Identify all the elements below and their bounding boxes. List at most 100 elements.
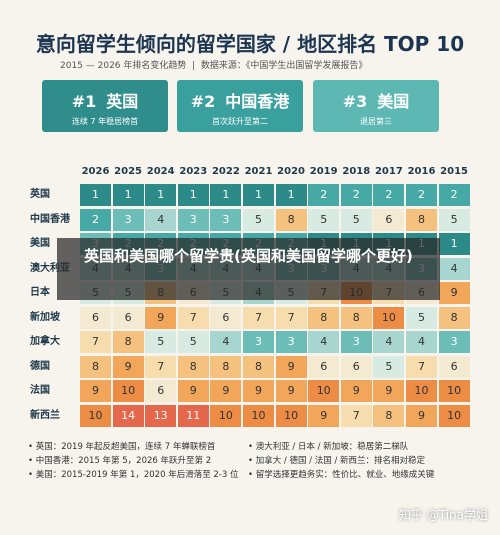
year-header: 2018: [342, 166, 371, 177]
rank-cell: 6: [340, 355, 372, 378]
rank-cell: 8: [406, 208, 437, 231]
rank-cell: 5: [308, 208, 340, 231]
rank-cell: 1: [177, 184, 209, 206]
row-label: 法国: [30, 385, 50, 396]
year-header: 2026: [81, 166, 110, 177]
rank-cell: 2: [308, 184, 340, 206]
rank-cell: 10: [373, 306, 405, 329]
rank-cell: 3: [243, 331, 274, 353]
row-label: 澳大利亚: [30, 262, 70, 274]
rank-cell: 9: [438, 282, 470, 304]
rank-cell: 7: [145, 355, 177, 378]
row-label: 日本: [30, 287, 50, 298]
rank-cell: 14: [112, 404, 144, 427]
rank-cell: 6: [438, 355, 470, 378]
subtitle: 2015 — 2026 年排名变化趋势 | 数据来源：《中国学生出国留学发展报告…: [60, 61, 368, 71]
rank-cell: 9: [112, 355, 144, 378]
rank-cell: 8: [438, 306, 470, 329]
row-label: 新加坡: [30, 311, 60, 323]
rank-cell: 10: [308, 380, 340, 402]
rank-cell: 5: [243, 208, 274, 231]
note: • 中国香港：2015 年第 5，2026 年跃升至第 2: [28, 456, 212, 466]
rank-cell: 4: [438, 257, 470, 280]
note: • 加拿大 / 德国 / 法国 / 新西兰：排名相对稳定: [248, 456, 426, 466]
card-rank: #2: [190, 92, 216, 111]
rank-cell: 2: [340, 184, 372, 206]
rank-cell: 7: [243, 306, 274, 329]
rank-card: #1 英国连续 7 年稳居榜首: [42, 80, 168, 132]
rank-cell: 1: [438, 233, 470, 255]
row-label: 中国香港: [30, 213, 70, 225]
year-header: 2017: [374, 166, 403, 177]
row-label: 加拿大: [30, 336, 60, 347]
rank-cell: 6: [80, 306, 111, 329]
rank-cell: 3: [340, 331, 372, 353]
rank-cell: 5: [340, 208, 372, 231]
rank-cell: 1: [145, 184, 177, 206]
card-name: 英国: [106, 92, 139, 111]
rank-cell: 10: [406, 380, 437, 402]
rank-cell: 1: [112, 184, 144, 206]
rank-cell: 8: [80, 355, 111, 378]
watermark: 知乎 @Tina学姐: [398, 508, 488, 522]
rank-cell: 10: [275, 404, 307, 427]
source: 数据来源：《中国学生出国留学发展报告》: [200, 61, 368, 71]
rank-cell: 4: [373, 331, 405, 353]
rank-cell: 1: [80, 184, 111, 206]
rank-cell: 8: [340, 306, 372, 329]
card-name: 中国香港: [225, 92, 290, 111]
rank-cell: 6: [145, 380, 177, 402]
rank-cell: 10: [438, 380, 470, 402]
rank-cell: 7: [177, 306, 209, 329]
rank-cell: 10: [438, 404, 470, 427]
rank-cell: 2: [406, 184, 437, 206]
rank-cell: 13: [145, 404, 177, 427]
note: • 澳大利亚 / 日本 / 新加坡：稳居第二梯队: [248, 442, 409, 452]
rank-cell: 3: [177, 208, 209, 231]
subtitle-text: 2015 — 2026 年排名变化趋势: [60, 61, 187, 71]
rank-cell: 2: [438, 184, 470, 206]
rank-cell: 4: [406, 331, 437, 353]
title: 意向留学生倾向的留学国家 / 地区排名 TOP 10: [35, 32, 465, 56]
rank-cell: 7: [80, 331, 111, 353]
card-note: 连续 7 年稳居榜首: [71, 117, 139, 126]
row-label: 新西兰: [30, 409, 60, 421]
rank-cell: 11: [177, 404, 209, 427]
row-label: 德国: [30, 360, 50, 372]
year-header: 2015: [440, 166, 469, 177]
rank-cell: 7: [406, 355, 437, 378]
rank-cell: 10: [243, 404, 274, 427]
rank-cell: 8: [210, 355, 242, 378]
year-header: 2016: [407, 166, 436, 177]
card-heading: #3 美国: [313, 88, 439, 112]
year-header: 2019: [309, 166, 338, 177]
rank-cell: 6: [112, 306, 144, 329]
rank-cell: 8: [112, 331, 144, 353]
card-heading: #2 中国香港: [177, 88, 303, 112]
rank-cell: 3: [210, 208, 242, 231]
rank-cell: 3: [112, 208, 144, 231]
card-rank: #1: [71, 92, 97, 111]
rank-cell: 1: [275, 184, 307, 206]
card-note: 退居第三: [360, 117, 392, 126]
rank-cell: 5: [177, 331, 209, 353]
card-rank: #3: [342, 92, 368, 111]
card-note: 首次跃升至第二: [212, 117, 268, 126]
rank-cell: 8: [275, 208, 307, 231]
year-header: 2022: [211, 166, 240, 177]
rank-cell: 9: [145, 306, 177, 329]
note: • 美国：2015-2019 年第 1，2020 年后滑落至 2-3 位: [28, 470, 239, 480]
rank-cell: 5: [145, 331, 177, 353]
rank-cell: 8: [243, 355, 274, 378]
rank-cell: 1: [210, 184, 242, 206]
rank-cell: 6: [210, 306, 242, 329]
note: • 留学选择更趋务实：性价比、就业、地缘成关键: [248, 470, 435, 480]
rank-cell: 10: [112, 380, 144, 402]
rank-cell: 4: [145, 208, 177, 231]
rank-cell: 6: [308, 355, 340, 378]
rank-cell: 8: [373, 404, 405, 427]
note: • 英国：2019 年起反超美国，连续 7 年蝉联榜首: [28, 442, 216, 452]
rank-cell: 9: [406, 404, 437, 427]
rank-card: #3 美国退居第三: [313, 80, 439, 132]
